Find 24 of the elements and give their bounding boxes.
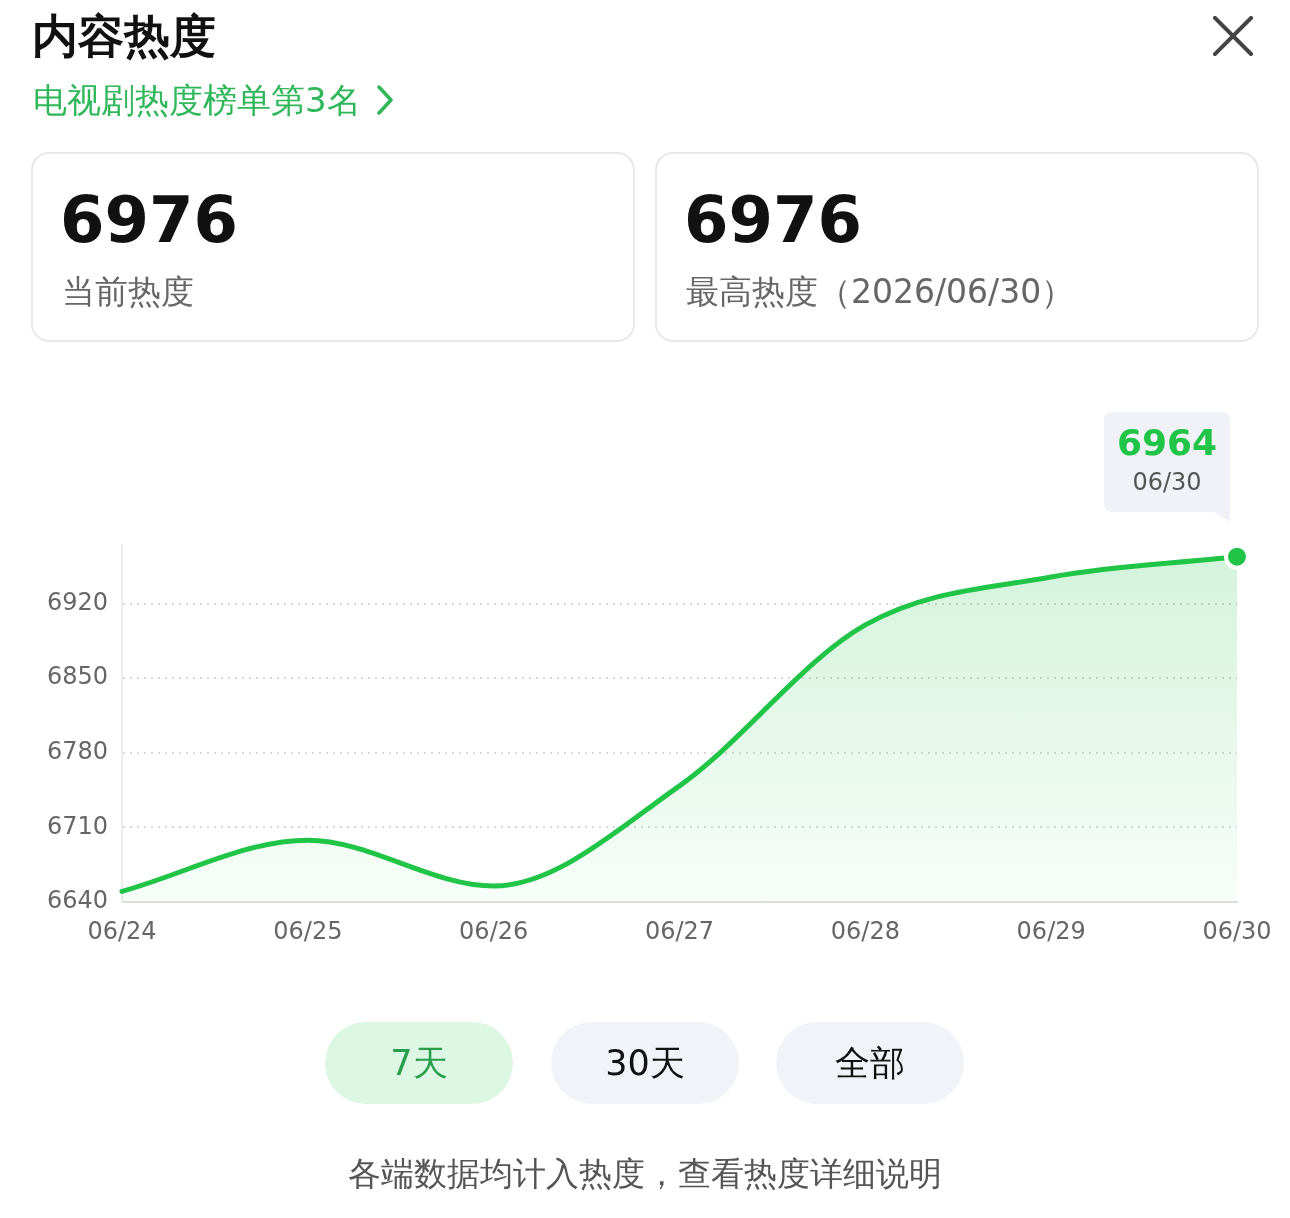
chart-subtitle: 电视剧热度榜单第3名 [33, 79, 361, 122]
text: 6976 [684, 182, 863, 259]
period-tab-button: 30天 [551, 1022, 739, 1104]
data-label: 6964 [1116, 422, 1218, 464]
text: 各端数据均计入热度，查看热度详细说明 [347, 1153, 943, 1195]
x-tick-label: 06/27 [644, 916, 715, 945]
period-tab-button: 7天 [325, 1022, 513, 1104]
y-tick-label: 6640 [46, 886, 108, 915]
y-tick-label: 6710 [46, 811, 108, 840]
x-tick-label: 06/25 [273, 916, 343, 945]
annotation: 06/30 [1132, 467, 1202, 496]
y-tick-label: 6920 [46, 587, 108, 616]
x-tick-label: 06/28 [830, 916, 900, 945]
y-tick-label: 6780 [46, 737, 108, 766]
text: 6976 [60, 182, 239, 259]
text: 最高热度（2026/06/30） [686, 271, 1075, 313]
y-tick-label: 6850 [46, 662, 108, 691]
x-tick-label: 06/30 [1202, 916, 1272, 945]
x-tick-label: 06/26 [459, 916, 529, 945]
text: 当前热度 [62, 271, 194, 313]
chart-title: 内容热度 [32, 8, 216, 65]
x-tick-label: 06/24 [87, 916, 157, 945]
period-tab-button: 全部 [776, 1022, 964, 1104]
x-tick-label: 06/29 [1016, 916, 1086, 945]
